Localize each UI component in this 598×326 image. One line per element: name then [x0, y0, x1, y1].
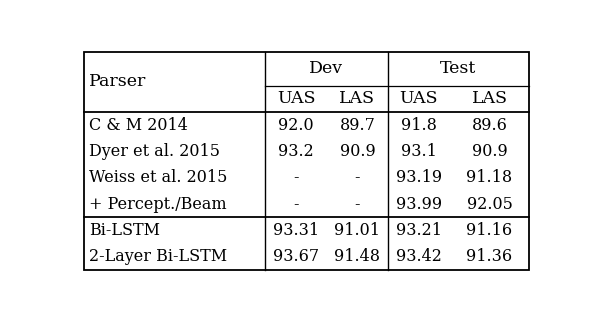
Text: -: - [355, 196, 360, 213]
Bar [84, 52, 529, 270]
Text: LAS: LAS [340, 90, 376, 107]
Text: UAS: UAS [399, 90, 438, 107]
Text: 93.42: 93.42 [396, 248, 442, 265]
Text: UAS: UAS [277, 90, 315, 107]
Text: Dyer et al. 2015: Dyer et al. 2015 [89, 143, 219, 160]
Text: 91.01: 91.01 [334, 222, 380, 239]
Text: Parser: Parser [89, 73, 146, 90]
Text: 91.36: 91.36 [466, 248, 512, 265]
Text: 91.8: 91.8 [401, 117, 437, 134]
Text: -: - [293, 169, 299, 186]
Text: Weiss et al. 2015: Weiss et al. 2015 [89, 169, 227, 186]
Text: Bi-LSTM: Bi-LSTM [89, 222, 160, 239]
Text: 92.05: 92.05 [466, 196, 512, 213]
Text: 93.31: 93.31 [273, 222, 319, 239]
Text: Test: Test [440, 60, 477, 77]
Text: 93.67: 93.67 [273, 248, 319, 265]
Text: -: - [355, 169, 360, 186]
Text: 2-Layer Bi-LSTM: 2-Layer Bi-LSTM [89, 248, 227, 265]
Text: 91.18: 91.18 [466, 169, 512, 186]
Text: 90.9: 90.9 [472, 143, 508, 160]
Text: -: - [293, 196, 299, 213]
Text: 93.1: 93.1 [401, 143, 437, 160]
Text: 89.7: 89.7 [340, 117, 376, 134]
Text: 91.48: 91.48 [334, 248, 380, 265]
Text: 93.19: 93.19 [396, 169, 442, 186]
Text: 93.2: 93.2 [278, 143, 314, 160]
Text: 93.99: 93.99 [396, 196, 442, 213]
Text: + Percept./Beam: + Percept./Beam [89, 196, 226, 213]
Text: Dev: Dev [309, 60, 343, 77]
Text: 93.21: 93.21 [396, 222, 442, 239]
Text: LAS: LAS [472, 90, 508, 107]
Text: 92.0: 92.0 [278, 117, 314, 134]
Text: 91.16: 91.16 [466, 222, 512, 239]
Text: 89.6: 89.6 [472, 117, 508, 134]
Text: 90.9: 90.9 [340, 143, 376, 160]
Text: C & M 2014: C & M 2014 [89, 117, 188, 134]
